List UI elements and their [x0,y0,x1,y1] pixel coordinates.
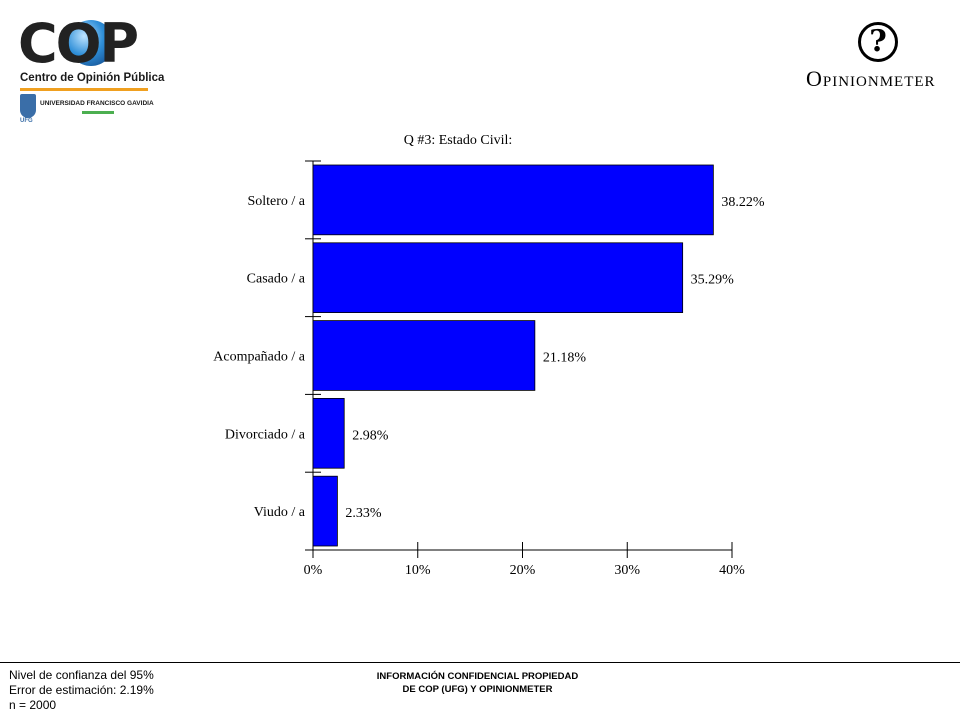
footer-stats: Nivel de confianza del 95% Error de esti… [9,668,154,713]
cop-subtitle: Centro de Opinión Pública [20,72,165,84]
ufg-crest-icon [20,94,36,118]
category-label: Acompañado / a [213,350,306,365]
question-mark-icon: ? [858,22,898,62]
data-label: 2.33% [345,506,382,521]
x-tick-label: 30% [614,563,640,578]
bar [312,242,684,314]
category-label: Viudo / a [254,505,306,520]
data-label: 21.18% [543,351,587,366]
confidentiality-line-1: INFORMACIÓN CONFIDENCIAL PROPIEDAD [376,671,579,682]
x-tick-label: 10% [405,563,431,578]
footer-divider [0,662,960,663]
data-label: 35.29% [691,273,735,288]
ufg-name: UNIVERSIDAD FRANCISCO GAVIDIA [40,100,154,107]
cop-wordmark: COP [18,12,139,75]
confidentiality-line-2: DE COP (UFG) Y OPINIONMETER [402,684,553,695]
bar [312,164,714,236]
ufg-accent-bar [82,111,114,114]
category-label: Soltero / a [247,194,305,209]
confidentiality-notice: INFORMACIÓN CONFIDENCIAL PROPIEDAD DE CO… [0,670,955,696]
globe-icon [68,20,114,66]
x-tick-label: 0% [304,563,323,578]
bar [312,475,338,547]
cop-logo: COP Centro de Opinión Pública UNIVERSIDA… [18,12,164,125]
x-tick-label: 40% [719,563,745,578]
category-label: Divorciado / a [225,427,306,442]
bar [312,397,345,469]
data-label: 38.22% [721,195,765,210]
opinionmeter-logo: Opinionmeter [806,66,936,91]
category-label: Casado / a [247,272,306,287]
data-label: 2.98% [352,428,389,443]
ufg-abbr: UFG [20,118,33,124]
bar-chart: Q #3: Estado Civil: 0% 10% 20% 30% 40% Solte… [213,133,765,578]
bar [312,320,536,391]
x-tick-label: 20% [510,563,536,578]
estimation-error: Error de estimación: 2.19% [9,683,154,697]
sample-size: n = 2000 [9,698,57,712]
cop-underline [20,88,148,91]
chart-title: Q #3: Estado Civil: [404,133,513,148]
confidence-level: Nivel de confianza del 95% [9,668,154,682]
